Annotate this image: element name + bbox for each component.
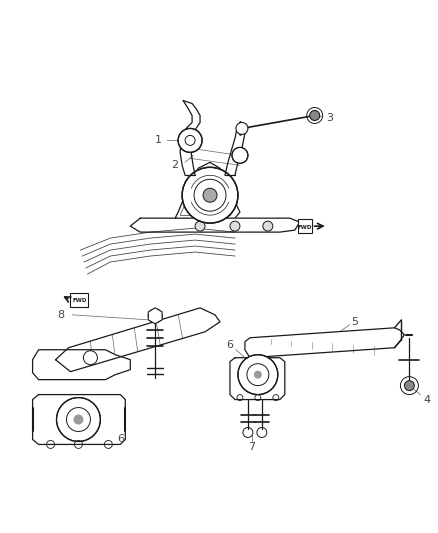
Text: FWD: FWD xyxy=(297,224,312,230)
Circle shape xyxy=(232,148,248,163)
Polygon shape xyxy=(175,163,240,218)
Text: 4: 4 xyxy=(424,394,431,405)
Circle shape xyxy=(236,123,248,134)
Text: 6: 6 xyxy=(226,340,233,350)
FancyBboxPatch shape xyxy=(71,293,88,307)
Polygon shape xyxy=(56,308,220,372)
Circle shape xyxy=(203,188,217,202)
Circle shape xyxy=(263,221,273,231)
Circle shape xyxy=(404,381,414,391)
Text: 1: 1 xyxy=(155,135,162,146)
Text: 3: 3 xyxy=(326,114,333,124)
FancyBboxPatch shape xyxy=(298,219,312,233)
Text: 8: 8 xyxy=(57,310,64,320)
Text: 2: 2 xyxy=(172,160,179,171)
Circle shape xyxy=(148,309,162,323)
Circle shape xyxy=(74,415,83,424)
Circle shape xyxy=(178,128,202,152)
Polygon shape xyxy=(245,328,404,358)
Polygon shape xyxy=(130,218,300,232)
Text: 6: 6 xyxy=(117,434,124,445)
Polygon shape xyxy=(32,394,125,445)
Polygon shape xyxy=(32,350,130,379)
Circle shape xyxy=(310,110,320,120)
Circle shape xyxy=(195,221,205,231)
Circle shape xyxy=(230,221,240,231)
Circle shape xyxy=(238,355,278,394)
Circle shape xyxy=(254,370,262,378)
Text: 7: 7 xyxy=(248,442,255,453)
Circle shape xyxy=(182,167,238,223)
Polygon shape xyxy=(230,358,285,400)
Text: 5: 5 xyxy=(351,317,358,327)
Text: FWD: FWD xyxy=(72,298,87,303)
Circle shape xyxy=(57,398,100,441)
